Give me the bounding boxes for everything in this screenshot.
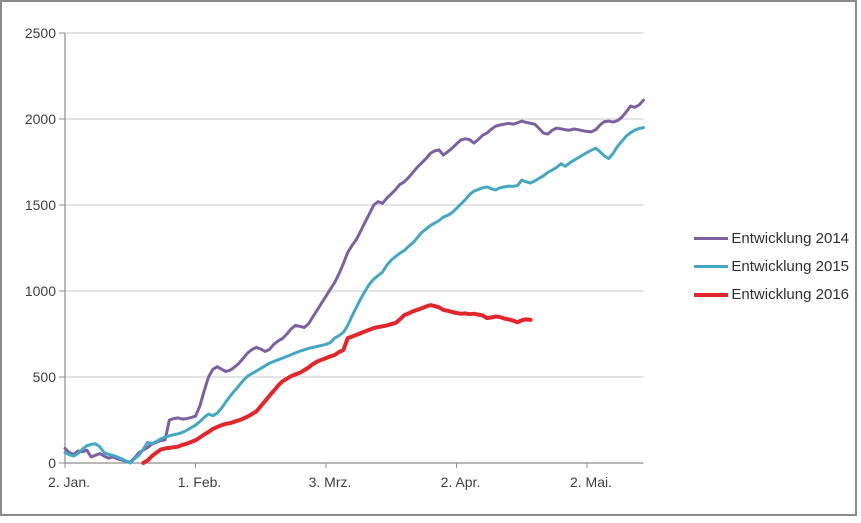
- legend-swatch-2015: [694, 265, 729, 268]
- y-axis-label-2000: 2000: [25, 111, 56, 127]
- y-axis-label-2500: 2500: [25, 25, 56, 41]
- legend-label-2014: Entwicklung 2014: [731, 230, 849, 247]
- legend-swatch-2016: [694, 292, 729, 297]
- legend-item-2016[interactable]: Entwicklung 2016: [694, 286, 849, 303]
- x-axis-label-4: 2. Mai.: [570, 474, 612, 490]
- y-axis-label-500: 500: [33, 369, 57, 385]
- x-axis-label-0: 2. Jan.: [48, 474, 90, 490]
- x-axis-label-1: 1. Feb.: [178, 474, 222, 490]
- legend-item-2015[interactable]: Entwicklung 2015: [694, 258, 849, 275]
- x-axis-label-3: 2. Apr.: [441, 474, 481, 490]
- series-line-2016: [141, 303, 533, 465]
- legend-label-2016: Entwicklung 2016: [731, 286, 849, 303]
- legend-swatch-2014: [694, 237, 729, 240]
- series-line-2015: [63, 126, 645, 465]
- legend-item-2014[interactable]: Entwicklung 2014: [694, 230, 849, 247]
- x-axis-label-2: 3. Mrz.: [309, 474, 352, 490]
- series-line-2014: [63, 98, 645, 464]
- legend-label-2015: Entwicklung 2015: [731, 258, 849, 275]
- y-axis-label-1500: 1500: [25, 197, 56, 213]
- y-axis-label-0: 0: [48, 455, 56, 471]
- legend: Entwicklung 2014 Entwicklung 2015 Entwic…: [694, 230, 849, 303]
- y-axis-label-1000: 1000: [25, 283, 56, 299]
